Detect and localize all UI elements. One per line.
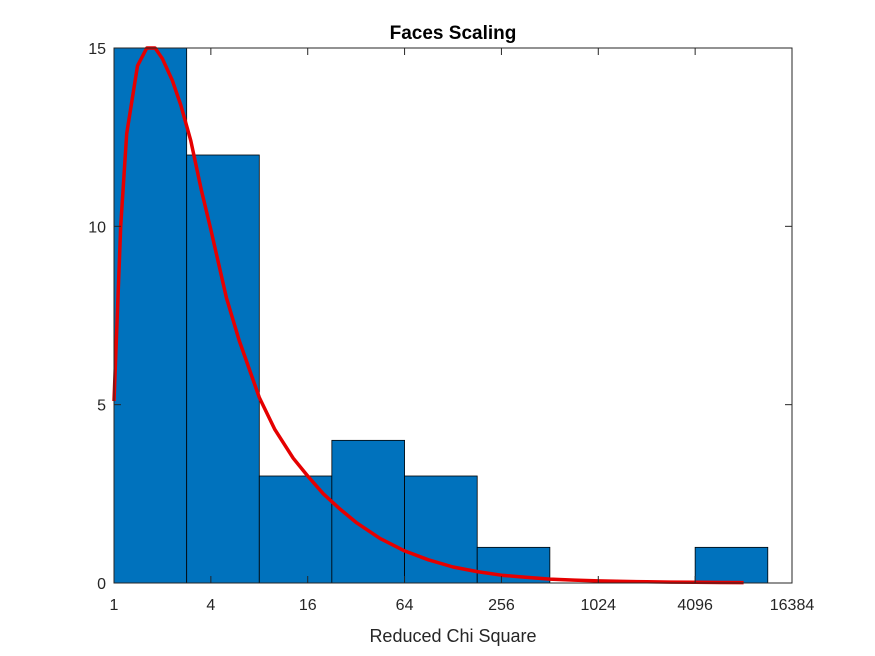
plot-area-frame: [113, 47, 793, 584]
x-tick-label: 1: [110, 597, 119, 614]
x-tick-label: 4096: [677, 597, 713, 614]
y-tick-label: 15: [88, 41, 106, 58]
x-tick-label: 256: [488, 597, 515, 614]
histogram-bar-0: [113, 47, 188, 584]
x-tick-label: 64: [396, 597, 414, 614]
histogram-bars: [113, 47, 769, 584]
y-tick-label: 0: [97, 576, 106, 593]
x-tick-label: 16: [299, 597, 317, 614]
x-tick-label: 16384: [770, 597, 815, 614]
chart-title: Faces Scaling: [390, 23, 517, 44]
y-tick-label: 10: [88, 219, 106, 236]
y-tick-label: 5: [97, 398, 106, 415]
y-axis-ticks: 0 5 10 15: [88, 41, 792, 593]
histogram-bar-8: [694, 546, 769, 584]
histogram-bar-4: [404, 475, 478, 584]
x-tick-label: 4: [206, 597, 215, 614]
x-axis-label: Reduced Chi Square: [369, 626, 536, 646]
x-tick-label: 1024: [580, 597, 616, 614]
x-axis-ticks: 1 4 16 64 256 1024 4096 16384: [110, 48, 815, 614]
histogram-bar-1: [186, 154, 260, 584]
histogram-bar-2: [258, 475, 333, 584]
